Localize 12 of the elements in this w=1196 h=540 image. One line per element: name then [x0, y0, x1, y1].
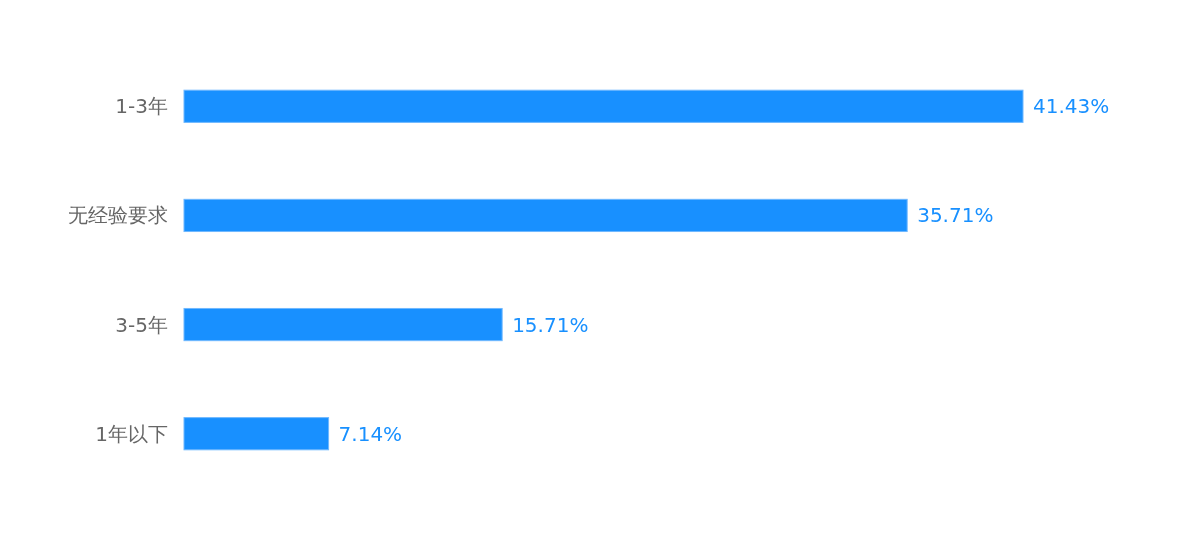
data-label: 7.14%	[338, 421, 403, 446]
data-label: 35.71%	[917, 203, 994, 228]
y-tick-label: 1年以下	[95, 421, 168, 446]
bar	[183, 198, 908, 233]
y-tick-label: 3-5年	[115, 312, 168, 337]
data-label: 41.43%	[1033, 94, 1110, 119]
data-label: 15.71%	[512, 312, 589, 337]
bar	[183, 417, 330, 451]
bar	[183, 307, 503, 342]
y-tick-label: 无经验要求	[68, 203, 168, 228]
bar	[183, 89, 1024, 123]
y-tick-label: 1-3年	[115, 94, 168, 119]
